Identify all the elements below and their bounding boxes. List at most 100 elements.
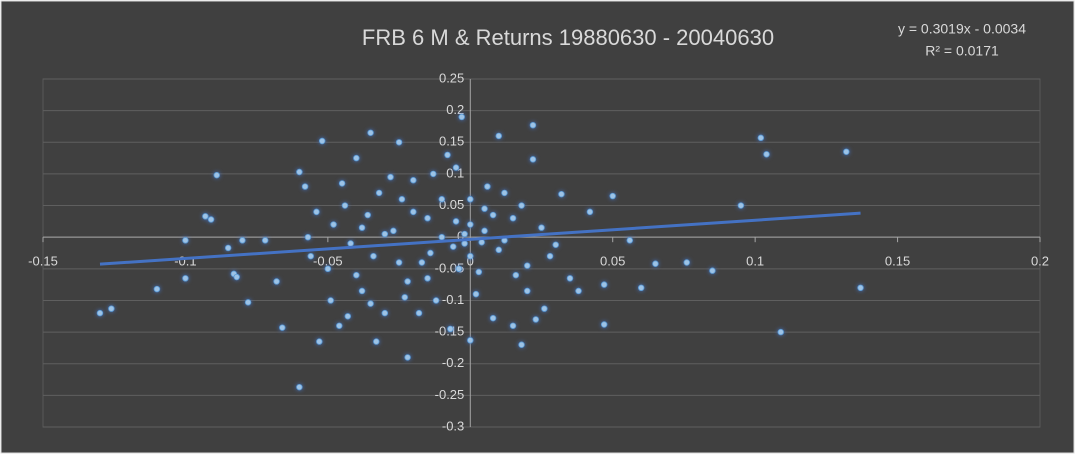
point <box>375 189 383 197</box>
y-tick-label: -0.1 <box>442 292 464 307</box>
point <box>330 221 337 228</box>
point <box>244 299 252 306</box>
point <box>367 300 374 307</box>
point <box>344 313 351 320</box>
point <box>324 265 332 273</box>
point <box>398 196 406 203</box>
chart-title: FRB 6 M & Returns 19880630 - 20040630 <box>362 25 774 50</box>
points <box>96 113 864 391</box>
point <box>430 170 437 178</box>
point <box>410 177 417 184</box>
point <box>438 196 445 203</box>
point <box>843 148 850 155</box>
point <box>318 137 326 145</box>
point <box>432 297 440 304</box>
point <box>472 290 480 298</box>
point <box>467 196 474 203</box>
point <box>387 173 394 181</box>
point <box>538 224 545 231</box>
point <box>224 244 232 252</box>
point <box>452 218 460 225</box>
y-tick-label: -0.05 <box>435 260 465 275</box>
point <box>600 321 608 328</box>
point <box>370 252 377 260</box>
point <box>626 237 634 244</box>
point <box>427 249 434 257</box>
point <box>489 314 497 322</box>
point <box>273 278 280 285</box>
point <box>444 151 451 159</box>
point <box>202 213 209 220</box>
point <box>395 259 403 266</box>
point <box>501 189 508 197</box>
point <box>763 151 770 158</box>
point <box>358 224 366 231</box>
point <box>529 156 537 163</box>
point <box>381 230 389 238</box>
point <box>478 239 485 246</box>
point <box>447 325 454 333</box>
point <box>424 214 431 222</box>
point <box>609 192 616 200</box>
point <box>410 208 417 216</box>
point <box>418 259 426 266</box>
x-tick-label: 0.2 <box>1031 254 1049 269</box>
point <box>353 154 360 162</box>
point <box>341 202 349 209</box>
point <box>575 287 582 295</box>
point <box>364 211 371 219</box>
point <box>638 284 645 291</box>
point <box>857 284 864 291</box>
trendline-equation: y = 0.3019x - 0.0034 <box>898 21 1026 37</box>
point <box>509 214 517 222</box>
point <box>390 227 397 235</box>
point <box>395 139 403 146</box>
y-tick-label: 0.25 <box>439 70 464 85</box>
point <box>347 240 354 247</box>
point <box>481 205 488 212</box>
point <box>467 337 474 344</box>
point <box>438 233 445 241</box>
x-tick-label: 0.15 <box>885 254 910 269</box>
point <box>307 252 314 260</box>
x-tick-label: 0.1 <box>746 254 764 269</box>
point <box>467 252 474 260</box>
point <box>404 278 411 285</box>
point <box>213 171 220 179</box>
point <box>261 237 269 244</box>
point <box>489 211 497 219</box>
point <box>327 297 334 304</box>
trendline <box>99 211 861 266</box>
point <box>546 252 554 260</box>
x-tick-label: -0.15 <box>28 254 58 269</box>
y-tick-label: 0.2 <box>446 102 464 117</box>
point <box>301 183 309 190</box>
x-tick-label: -0.05 <box>313 254 343 269</box>
point <box>566 275 574 282</box>
point <box>373 338 380 345</box>
point <box>777 328 784 336</box>
point <box>296 383 303 391</box>
point <box>475 268 483 276</box>
point <box>313 208 320 216</box>
point <box>358 287 366 295</box>
point <box>404 354 411 361</box>
point <box>108 305 115 312</box>
point <box>182 275 189 282</box>
y-tick-label: 0.05 <box>439 197 464 212</box>
point <box>461 230 468 238</box>
point <box>709 267 716 274</box>
point <box>518 341 525 348</box>
y-tick-label: 0.15 <box>439 134 464 149</box>
point <box>495 246 502 254</box>
y-tick-label: -0.25 <box>435 387 465 402</box>
point <box>737 202 745 209</box>
point <box>524 287 531 295</box>
point <box>524 262 531 269</box>
point <box>338 180 346 187</box>
point <box>367 129 374 136</box>
point <box>558 190 565 198</box>
point <box>336 322 343 329</box>
